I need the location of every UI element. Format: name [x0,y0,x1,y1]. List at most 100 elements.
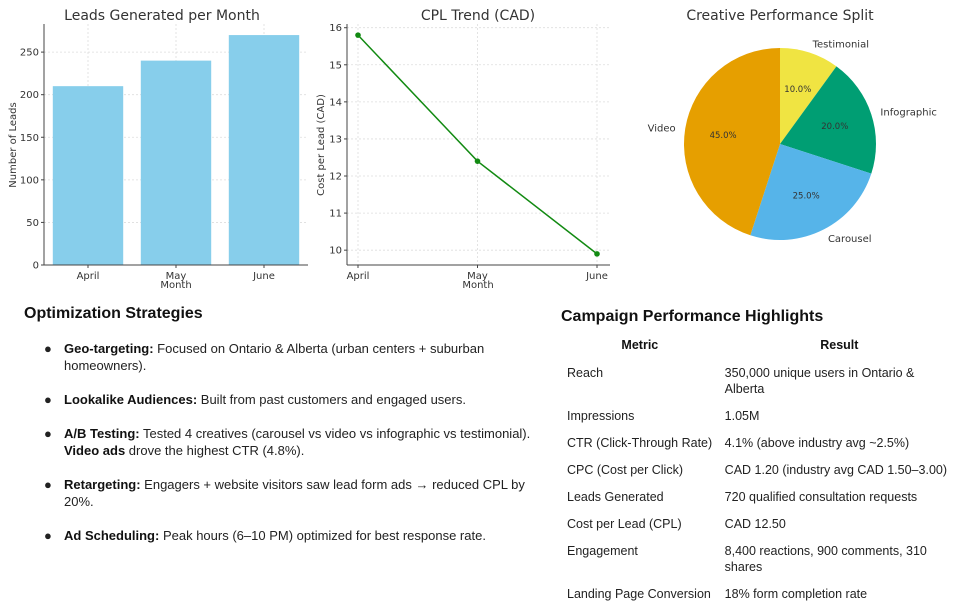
line-y-tick-label: 15 [329,60,342,71]
metric-cell: Landing Page Conversion [567,587,711,601]
line-y-tick-label: 11 [329,209,342,220]
strategy-label: A/B Testing: [64,426,140,441]
table-row: Impressions 1.05M [561,403,960,430]
bar-chart-title: Leads Generated per Month [64,8,260,24]
bar-x-axis-label: Month [160,280,191,291]
strategy-text: Engagers + website visitors saw lead for… [64,477,525,509]
strategy-item: ● Ad Scheduling: Peak hours (6–10 PM) op… [44,527,550,544]
bar-y-tick-label: 200 [20,90,39,101]
pie-label-testimonial: Testimonial [812,40,869,51]
result-cell: 18% form completion rate [724,587,868,601]
metric-cell: CPC (Cost per Click) [567,463,683,477]
cpl-point-june [594,251,600,257]
table-row: CPC (Cost per Click) CAD 1.20 (industry a… [561,457,960,484]
pie-pct-label-video: 45.0% [710,131,737,141]
performance-table: Metric Result Reach 350,000 unique users … [561,334,960,608]
bullet-icon: ● [44,392,52,407]
bar-y-tick-label: 0 [33,261,39,272]
table-row: Engagement 8,400 reactions, 900 comments,… [561,538,960,581]
strategy-label: Lookalike Audiences: [64,392,198,407]
table-row: Reach 350,000 unique users in Ontario & A… [561,360,960,403]
bar-x-tick-label: May [166,271,187,282]
result-cell: 1.05M [724,409,760,423]
pie-slice-video [684,48,780,236]
pie-slice-carousel [750,144,872,240]
result-cell: CAD 1.20 (industry avg CAD 1.50–3.00) [724,463,948,477]
strategy-emphasis: Video ads [64,443,126,458]
metric-cell: Engagement [567,544,638,558]
line-y-tick-label: 16 [329,23,342,34]
bullet-icon: ● [44,341,52,356]
line-x-tick-label: June [585,271,608,282]
line-y-tick-label: 13 [329,134,342,145]
line-y-tick-label: 12 [329,172,342,183]
optimization-strategies-list: ● Geo-targeting: Focused on Ontario & Al… [44,340,550,561]
metric-cell: Cost per Lead (CPL) [567,517,682,531]
metric-cell: Impressions [567,409,635,423]
bar-y-axis-label: Number of Leads [8,102,19,187]
pie-pct-label-infographic: 20.0% [821,122,848,132]
strategy-label: Ad Scheduling: [64,528,160,543]
result-cell: 720 qualified consultation requests [724,490,918,504]
strategy-item: ● Geo-targeting: Focused on Ontario & Al… [44,340,550,374]
column-header-result: Result [820,338,859,352]
result-cell: 4.1% (above industry avg ~2.5%) [724,436,910,450]
metric-cell: CTR (Click-Through Rate) [567,436,713,450]
cpl-line-chart: CPL Trend (CAD) 10 11 12 13 14 15 16 April May J… [316,8,610,291]
optimization-strategies-heading: Optimization Strategies [24,305,203,322]
table-row: Landing Page Conversion 18% form completi… [561,581,960,608]
line-chart-title: CPL Trend (CAD) [421,8,535,24]
strategy-text: Built from past customers and engaged us… [197,392,466,407]
strategy-text: Tested 4 creatives (carousel vs video vs… [139,426,531,441]
strategy-text-continued: drove the highest CTR (4.8%). [125,443,305,458]
strategy-text: Focused on Ontario & Alberta (urban cent… [64,341,485,373]
pie-label-infographic: Infographic [880,107,936,118]
bullet-icon: ● [44,528,52,543]
result-cell: CAD 12.50 [724,517,786,531]
bar-y-tick-label: 150 [20,133,39,144]
column-header-metric: Metric [621,338,659,352]
pie-slice-testimonial [780,48,837,144]
bar-x-tick-label: June [252,271,275,282]
metric-cell: Leads Generated [567,490,664,504]
strategy-text: Peak hours (6–10 PM) optimized for best … [159,528,486,543]
strategy-label: Retargeting: [64,477,141,492]
result-cell: 8,400 reactions, 900 comments, 310 share… [724,544,927,574]
leads-bar-chart: Leads Generated per Month 0 50 100 150 200 25… [8,8,308,291]
bullet-icon: ● [44,477,52,492]
bar-x-tick-label: April [77,271,100,282]
strategy-item: ● Retargeting: Engagers + website visito… [44,476,550,510]
creative-pie-chart: Creative Performance Split 10.0% Testimon… [648,8,937,245]
pie-slice-infographic [780,66,876,174]
bar-y-tick-label: 250 [20,48,39,59]
cpl-point-april [355,32,361,38]
table-row: Leads Generated 720 qualified consultatio… [561,484,960,511]
pie-pct-label-testimonial: 10.0% [784,85,811,95]
line-x-tick-label: April [347,271,370,282]
pie-label-video: Video [648,123,676,134]
bar-y-tick-label: 50 [26,218,39,229]
result-cell: 350,000 unique users in Ontario & Albert… [724,366,915,396]
bar-y-tick-label: 100 [20,175,39,186]
bar-may [140,60,212,265]
performance-highlights-heading: Campaign Performance Highlights [561,308,824,325]
pie-chart-title: Creative Performance Split [686,8,874,24]
strategy-item: ● A/B Testing: Tested 4 creatives (carou… [44,425,550,459]
line-y-tick-label: 14 [329,97,342,108]
pie-pct-label-carousel: 25.0% [793,191,820,201]
table-row: CTR (Click-Through Rate) 4.1% (above indu… [561,430,960,457]
metric-cell: Reach [567,366,604,380]
line-y-axis-label: Cost per Lead (CAD) [316,94,327,196]
bar-april [52,86,124,265]
table-row: Cost per Lead (CPL) CAD 12.50 [561,511,960,538]
strategy-label: Geo-targeting: [64,341,154,356]
line-x-tick-label: May [467,271,488,282]
bullet-icon: ● [44,426,52,441]
line-x-axis-label: Month [462,280,493,291]
cpl-point-may [474,158,481,164]
line-y-tick-label: 10 [329,246,342,257]
table-header-row: Metric Result [561,334,960,360]
strategy-item: ● Lookalike Audiences: Built from past c… [44,391,550,408]
pie-label-carousel: Carousel [828,234,872,245]
bar-june [228,35,300,265]
